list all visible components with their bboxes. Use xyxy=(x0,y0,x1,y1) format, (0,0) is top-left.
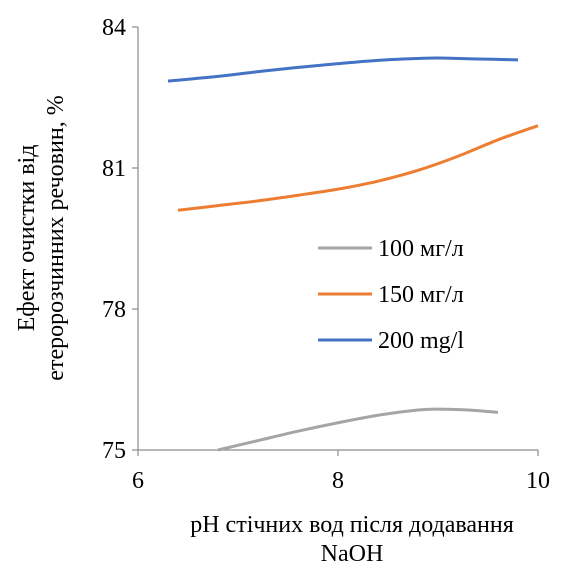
x-tick-label: 8 xyxy=(332,468,344,494)
y-axis-title: Ефект очистки від xyxy=(14,145,40,332)
legend-label-2: 150 мг/л xyxy=(378,282,464,308)
x-tick-label: 10 xyxy=(526,468,550,494)
legend: 100 мг/л 150 мг/л 200 mg/l xyxy=(318,236,464,354)
y-tick-label: 84 xyxy=(102,15,126,41)
axis-titles: pH стічних вод після додавання NaOH Ефект … xyxy=(14,95,514,567)
series-line-1 xyxy=(217,407,499,452)
y-tick-label: 78 xyxy=(102,297,126,323)
legend-label-1: 100 мг/л xyxy=(378,236,464,262)
series-line-3 xyxy=(167,56,519,83)
x-tick-label: 6 xyxy=(132,468,144,494)
y-tick-label: 75 xyxy=(102,438,126,464)
y-tick-label: 81 xyxy=(102,156,126,182)
series-line-2 xyxy=(177,124,539,212)
axes xyxy=(132,26,539,456)
series-group xyxy=(167,56,539,452)
legend-label-3: 200 mg/l xyxy=(378,328,464,354)
x-axis-title-line-2: NaOH xyxy=(321,541,384,567)
tick-labels: 75 78 81 84 6 8 10 xyxy=(102,15,550,494)
y-axis-title-line-2: етеророзчинних речовин, % xyxy=(43,95,69,380)
x-axis-title: pH стічних вод після додавання xyxy=(190,512,514,538)
